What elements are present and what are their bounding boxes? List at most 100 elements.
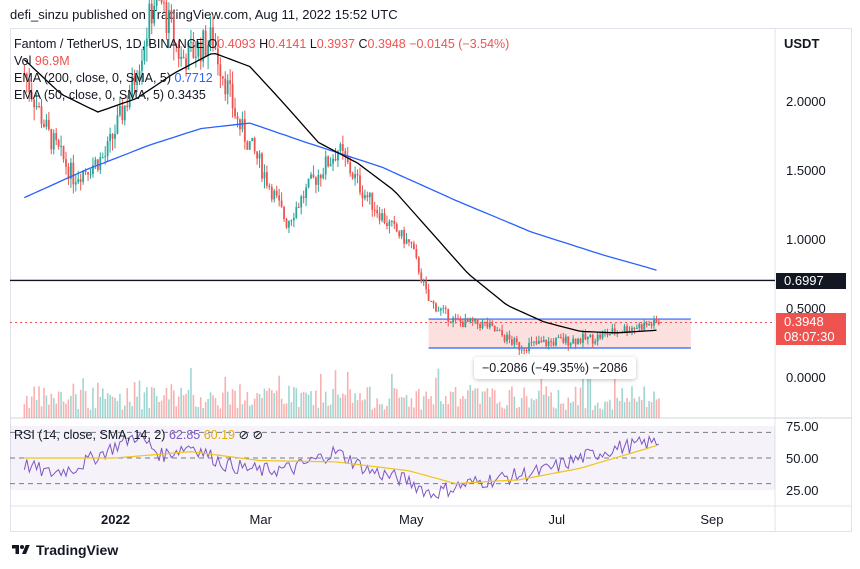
candle-body — [537, 340, 540, 344]
volume-bar — [209, 392, 212, 418]
candle-body — [226, 80, 229, 95]
volume-bar — [121, 409, 124, 418]
volume-bar — [202, 408, 204, 418]
candle-body — [378, 213, 381, 221]
candle-body — [248, 141, 251, 150]
candle-body — [452, 317, 454, 323]
volume-bar — [579, 387, 582, 418]
candle-body — [292, 217, 295, 221]
candle-body — [415, 249, 418, 258]
volume-bar — [528, 407, 530, 418]
candle-body — [591, 334, 594, 344]
candle-body — [613, 328, 616, 334]
volume-bar — [165, 387, 168, 418]
candle-body — [72, 162, 75, 185]
candle-body — [329, 163, 332, 167]
rsi-axis-tick: 50.00 — [786, 451, 819, 466]
candle-body — [126, 105, 129, 108]
volume-bar — [163, 395, 165, 418]
volume-bar — [386, 405, 388, 418]
volume-bar — [440, 401, 442, 418]
rsi-legend[interactable]: RSI (14, close, SMA, 14, 2) 62.85 60.19 … — [14, 427, 263, 444]
candle-body — [368, 192, 371, 198]
volume-bar — [320, 373, 322, 418]
legend-row-ema50[interactable]: EMA (50, close, 0, SMA, 5) 0.3435 — [14, 87, 206, 104]
candle-body — [322, 174, 325, 179]
candle-body — [143, 46, 146, 61]
volume-bar — [511, 386, 513, 418]
volume-bar — [251, 404, 253, 418]
volume-bar — [626, 397, 628, 418]
candle-body — [47, 119, 50, 130]
candle-body — [310, 174, 312, 179]
volume-bar — [138, 380, 141, 418]
candle-body — [285, 218, 288, 228]
volume-bar — [204, 402, 207, 418]
eye-off-icon[interactable]: ⊘ — [238, 428, 249, 442]
legend-l-label: L — [309, 37, 317, 51]
candle-body — [221, 76, 224, 79]
candle-body — [420, 272, 423, 282]
candle-body — [511, 339, 513, 345]
candle-body — [503, 335, 506, 342]
candle-body — [359, 175, 361, 193]
candle-body — [231, 83, 234, 109]
candle-body — [417, 257, 420, 273]
candle-body — [261, 153, 263, 179]
volume-bar — [236, 407, 239, 418]
candle-body — [542, 339, 545, 343]
volume-bar — [501, 407, 503, 418]
candle-body — [177, 44, 180, 59]
candle-body — [356, 174, 359, 176]
legend-row-volume[interactable]: Vol 96.9M — [14, 53, 70, 70]
candle-body — [572, 338, 575, 344]
candle-body — [55, 133, 58, 141]
tradingview-brand[interactable]: TradingView — [10, 542, 118, 558]
volume-bar — [491, 388, 494, 418]
candle-body — [413, 243, 415, 250]
volume-bar — [222, 392, 224, 418]
volume-bar — [94, 408, 97, 418]
candle-body — [268, 185, 271, 187]
legend-row-ema200[interactable]: EMA (200, close, 0, SMA, 5) 0.7712 — [14, 70, 213, 87]
candle-body — [214, 47, 217, 49]
candle-body — [87, 171, 89, 175]
candle-body — [302, 196, 305, 199]
candle-body — [256, 151, 258, 159]
volume-bar — [447, 404, 449, 418]
volume-bar — [153, 387, 155, 418]
candle-body — [508, 334, 511, 340]
volume-bar — [312, 404, 315, 418]
volume-bar — [217, 405, 219, 418]
candle-body — [601, 333, 604, 339]
candle-body — [596, 334, 599, 342]
volume-bar — [239, 384, 241, 418]
eye-off-icon[interactable]: ⊘ — [252, 428, 263, 442]
candle-body — [471, 318, 474, 322]
volume-bar — [344, 394, 347, 418]
candle-body — [439, 308, 442, 311]
time-axis-tick: Mar — [250, 512, 273, 527]
volume-bar — [57, 391, 60, 418]
candle-body — [569, 343, 572, 346]
volume-bar — [315, 390, 317, 418]
volume-bar — [589, 371, 592, 418]
candle-body — [376, 210, 379, 214]
candle-body — [28, 79, 31, 93]
volume-bar — [567, 397, 570, 418]
candle-body — [101, 157, 104, 159]
volume-bar — [484, 391, 486, 418]
volume-bar — [106, 393, 109, 418]
volume-bar — [197, 407, 200, 418]
volume-bar — [160, 400, 163, 418]
candle-body — [30, 92, 33, 100]
candle-body — [564, 336, 567, 343]
candle-body — [493, 325, 496, 332]
volume-bar — [388, 398, 391, 418]
candle-body — [145, 38, 148, 47]
publisher-line: defi_sinzu published on TradingView.com,… — [10, 7, 398, 22]
candle-body — [373, 209, 376, 211]
candle-body — [528, 342, 530, 352]
legend-symbol[interactable]: Fantom / TetherUS, 1D, BINANCE — [14, 37, 205, 51]
